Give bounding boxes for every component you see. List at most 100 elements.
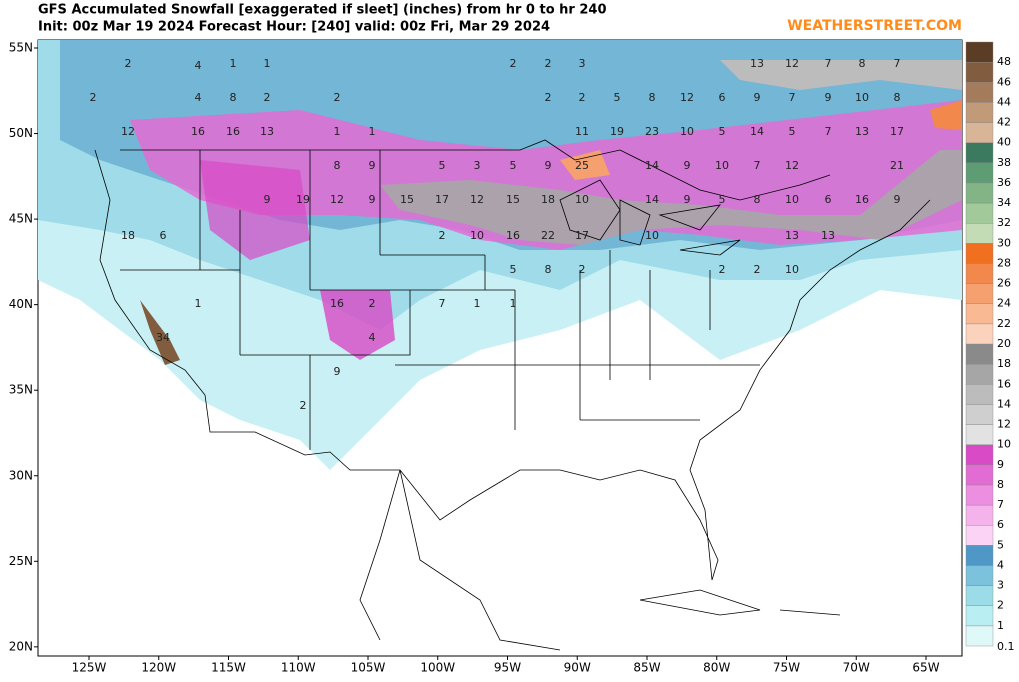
spot-value: 5 bbox=[719, 125, 726, 138]
spot-value: 16 bbox=[191, 125, 205, 138]
spot-value: 10 bbox=[645, 229, 659, 242]
colorbar-cell bbox=[965, 625, 994, 647]
colorbar-label: 36 bbox=[997, 176, 1011, 189]
spot-value: 9 bbox=[894, 193, 901, 206]
colorbar-cell bbox=[965, 605, 994, 627]
spot-value: 4 bbox=[369, 331, 376, 344]
colorbar-label: 1 bbox=[997, 619, 1004, 632]
spot-value: 10 bbox=[680, 125, 694, 138]
spot-value: 7 bbox=[754, 159, 761, 172]
colorbar-label: 28 bbox=[997, 256, 1011, 269]
spot-value: 9 bbox=[754, 91, 761, 104]
colorbar-cell bbox=[965, 525, 994, 546]
spot-value: 12 bbox=[330, 193, 344, 206]
colorbar-label: 22 bbox=[997, 317, 1011, 330]
spot-value: 9 bbox=[264, 193, 271, 206]
subtitle: Init: 00z Mar 19 2024 Forecast Hour: [24… bbox=[38, 20, 550, 35]
colorbar-label: 16 bbox=[997, 377, 1011, 390]
spot-value: 13 bbox=[260, 125, 274, 138]
spot-value: 12 bbox=[121, 125, 135, 138]
lon-tick-label: 100W bbox=[420, 661, 455, 675]
colorbar-label: 14 bbox=[997, 397, 1011, 410]
lon-tick-label: 115W bbox=[211, 661, 246, 675]
spot-value: 2 bbox=[439, 229, 446, 242]
spot-value: 9 bbox=[334, 365, 341, 378]
spot-value: 25 bbox=[575, 159, 589, 172]
spot-value: 21 bbox=[890, 159, 904, 172]
colorbar-cell bbox=[965, 323, 994, 345]
spot-labels: 2 4 1 1 2 2 3 13 12 7 8 72 4 8 2 2 2 2 5 8 12 6 9 7 9 10 812 16 16 13… bbox=[90, 57, 905, 412]
colorbar-label: 32 bbox=[997, 216, 1011, 229]
lat-tick-label: 35N bbox=[9, 383, 33, 397]
spot-value: 16 bbox=[226, 125, 240, 138]
lat-tick-label: 40N bbox=[9, 297, 33, 311]
spot-value: 2 bbox=[90, 91, 97, 104]
colorbar-label: 10 bbox=[997, 438, 1011, 451]
spot-value: 1 bbox=[510, 297, 517, 310]
spot-value: 2 bbox=[545, 57, 552, 70]
spot-value: 10 bbox=[855, 91, 869, 104]
colorbar-label: 2 bbox=[997, 599, 1004, 612]
colorbar-label: 9 bbox=[997, 458, 1004, 471]
colorbar-label: 5 bbox=[997, 538, 1004, 551]
colorbar-cell bbox=[965, 61, 994, 83]
spot-value: 1 bbox=[369, 125, 376, 138]
spot-value: 2 bbox=[334, 91, 341, 104]
spot-value: 2 bbox=[579, 263, 586, 276]
colorbar: 0.11234567891012141618202224262830323436… bbox=[965, 41, 1015, 653]
colorbar-cell bbox=[965, 162, 994, 184]
colorbar-cell bbox=[965, 82, 994, 103]
colorbar-cell bbox=[965, 202, 994, 224]
colorbar-label: 40 bbox=[997, 136, 1011, 149]
spot-value: 8 bbox=[649, 91, 656, 104]
spot-value: 9 bbox=[684, 159, 691, 172]
lat-tick-label: 20N bbox=[9, 639, 33, 653]
lon-tick-label: 105W bbox=[351, 661, 386, 675]
colorbar-cell bbox=[965, 142, 994, 164]
colorbar-label: 12 bbox=[997, 418, 1011, 431]
spot-value: 15 bbox=[400, 193, 414, 206]
title: GFS Accumulated Snowfall [exaggerated if… bbox=[38, 3, 607, 18]
spot-value: 13 bbox=[750, 57, 764, 70]
colorbar-label: 8 bbox=[997, 478, 1004, 491]
lat-tick-label: 55N bbox=[9, 41, 33, 55]
spot-value: 9 bbox=[545, 159, 552, 172]
brand: WEATHERSTREET.COM bbox=[787, 18, 962, 34]
spot-value: 10 bbox=[575, 193, 589, 206]
colorbar-cell bbox=[965, 122, 994, 143]
spot-value: 5 bbox=[719, 193, 726, 206]
colorbar-label: 48 bbox=[997, 55, 1011, 68]
spot-value: 5 bbox=[439, 159, 446, 172]
spot-value: 14 bbox=[750, 125, 764, 138]
colorbar-label: 4 bbox=[997, 558, 1004, 571]
colorbar-cell bbox=[965, 243, 994, 264]
spot-value: 9 bbox=[825, 91, 832, 104]
spot-value: 12 bbox=[470, 193, 484, 206]
colorbar-cell bbox=[965, 384, 994, 405]
spot-value: 4 bbox=[195, 59, 202, 72]
lon-tick-label: 75W bbox=[773, 661, 800, 675]
spot-value: 19 bbox=[296, 193, 310, 206]
spot-value: 17 bbox=[435, 193, 449, 206]
spot-value: 7 bbox=[439, 297, 446, 310]
spot-value: 10 bbox=[785, 263, 799, 276]
map-area: 2 4 1 1 2 2 3 13 12 7 8 72 4 8 2 2 2 2 5 8 12 6 9 7 9 10 812 16 16 13… bbox=[37, 39, 963, 657]
spot-value: 18 bbox=[121, 229, 135, 242]
colorbar-cell bbox=[965, 464, 994, 486]
spot-value: 2 bbox=[579, 91, 586, 104]
spot-value: 14 bbox=[645, 193, 659, 206]
colorbar-cell bbox=[965, 41, 994, 63]
colorbar-label: 26 bbox=[997, 277, 1011, 290]
colorbar-cell bbox=[965, 283, 994, 304]
spot-value: 5 bbox=[510, 263, 517, 276]
colorbar-label: 44 bbox=[997, 95, 1011, 108]
spot-value: 2 bbox=[264, 91, 271, 104]
spot-value: 8 bbox=[859, 57, 866, 70]
spot-value: 1 bbox=[334, 125, 341, 138]
colorbar-cell bbox=[965, 222, 994, 244]
spot-value: 1 bbox=[230, 57, 237, 70]
colorbar-label: 20 bbox=[997, 337, 1011, 350]
spot-value: 4 bbox=[195, 91, 202, 104]
spot-value: 23 bbox=[645, 125, 659, 138]
